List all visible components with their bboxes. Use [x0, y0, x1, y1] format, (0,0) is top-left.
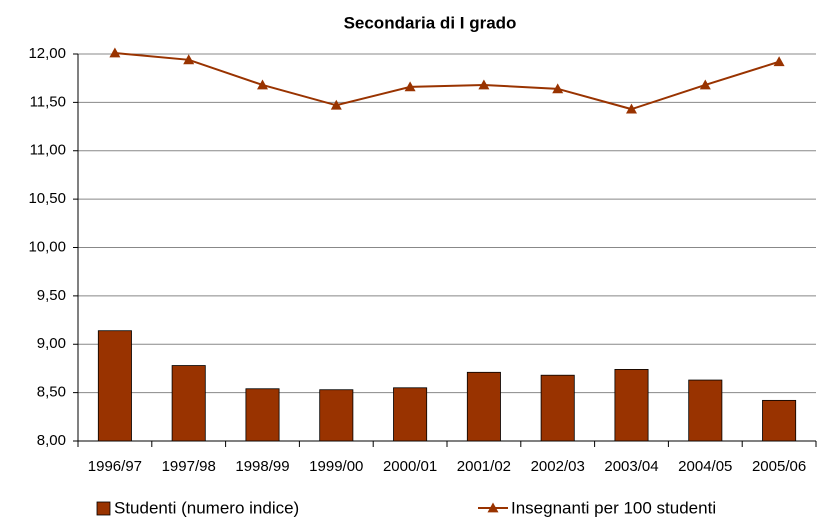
x-tick-label: 1999/00 [309, 458, 363, 475]
x-tick-label: 2002/03 [531, 458, 585, 475]
legend-label: Studenti (numero indice) [114, 498, 299, 517]
bar [319, 389, 354, 442]
marker [478, 79, 490, 90]
bar [393, 387, 428, 442]
x-tick-label: 1998/99 [235, 458, 289, 475]
y-tick-label: 12,00 [28, 45, 66, 62]
x-tick-label: 2000/01 [383, 458, 437, 475]
marker [183, 54, 195, 65]
marker [699, 79, 711, 90]
x-tick-label: 2004/05 [678, 458, 732, 475]
y-tick-label: 11,50 [30, 93, 66, 110]
line [114, 52, 780, 111]
bar [688, 379, 723, 442]
bar [614, 369, 649, 442]
y-tick-label: 8,50 [37, 384, 66, 401]
x-tick-label: 1996/97 [88, 458, 142, 475]
legend-swatch [96, 501, 111, 516]
y-tick-label: 9,50 [37, 287, 66, 304]
legend-label: Insegnanti per 100 studenti [511, 498, 716, 517]
bar [540, 374, 575, 442]
y-tick-label: 9,00 [37, 335, 66, 352]
x-tick-label: 2003/04 [604, 458, 658, 475]
bar [762, 399, 797, 442]
x-tick-label: 1997/98 [162, 458, 216, 475]
legend-marker [487, 502, 499, 513]
bar [171, 365, 206, 442]
bar [97, 330, 132, 442]
marker [552, 83, 564, 94]
marker [404, 81, 416, 92]
bar [466, 371, 501, 442]
marker [773, 56, 785, 67]
x-tick-label: 2005/06 [752, 458, 806, 475]
y-tick-label: 10,00 [28, 238, 66, 255]
marker [626, 103, 637, 114]
marker [257, 79, 268, 90]
y-tick-label: 10,50 [28, 190, 66, 207]
chart-title: Secondaria di I grado [344, 13, 517, 32]
bar [245, 388, 280, 442]
x-tick-label: 2001/02 [457, 458, 511, 475]
y-tick-label: 8,00 [37, 432, 66, 449]
y-tick-label: 11,00 [30, 142, 66, 159]
marker [109, 47, 121, 58]
marker [330, 99, 342, 110]
